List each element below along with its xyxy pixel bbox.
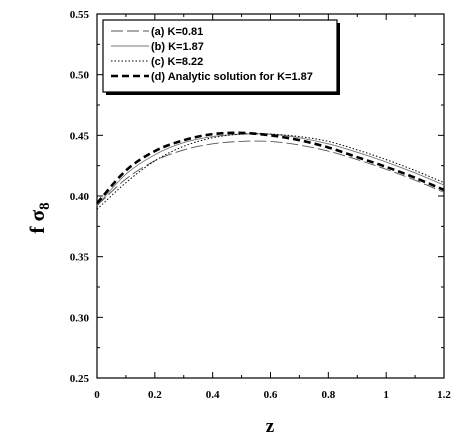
x-tick-label: 0.6 xyxy=(264,389,278,401)
y-tick-label: 0.35 xyxy=(70,252,90,264)
y-axis-title-subscript: 8 xyxy=(37,202,53,210)
y-tick-label: 0.25 xyxy=(70,373,90,385)
x-tick-label: 1 xyxy=(383,389,389,401)
legend-label-4: (d) Analytic solution for K=1.87 xyxy=(151,71,313,83)
y-tick-label: 0.50 xyxy=(70,70,90,82)
legend-label-2: (b) K=1.87 xyxy=(151,41,204,53)
y-tick-label: 0.30 xyxy=(70,312,90,324)
x-tick-label: 0.2 xyxy=(148,389,162,401)
x-tick-label: 0 xyxy=(94,389,100,401)
x-axis: 0 0.2 0.4 0.6 0.8 1 1.2 xyxy=(94,14,451,401)
x-tick-label: 0.4 xyxy=(206,389,220,401)
y-tick-label: 0.45 xyxy=(70,130,90,142)
x-axis-title: z xyxy=(266,416,275,437)
x-tick-label: 1.2 xyxy=(437,389,451,401)
y-axis-title: f σ8 xyxy=(25,202,53,233)
legend-label-3: (c) K=8.22 xyxy=(151,56,203,68)
y-tick-label: 0.40 xyxy=(70,191,90,203)
y-axis: 0.25 0.30 0.35 0.40 0.45 0.50 0.55 xyxy=(70,9,444,385)
x-tick-label: 0.8 xyxy=(321,389,335,401)
legend: (a) K=0.81 (b) K=1.87 (c) K=8.22 (d) Analyt… xyxy=(102,19,340,95)
series-line-1 xyxy=(96,140,445,207)
y-axis-title-main: f σ xyxy=(25,209,49,233)
series-line-3 xyxy=(96,133,445,210)
series-layer xyxy=(96,131,445,210)
y-tick-label: 0.55 xyxy=(70,9,90,21)
legend-box xyxy=(102,19,338,93)
legend-label-1: (a) K=0.81 xyxy=(151,26,203,38)
series-line-4 xyxy=(96,131,445,205)
